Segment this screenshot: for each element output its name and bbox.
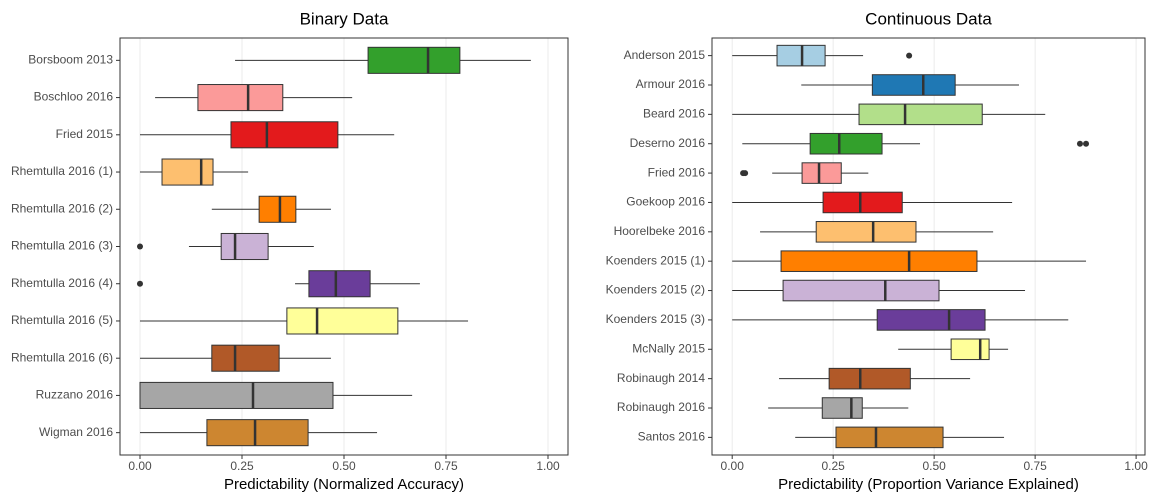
box (139, 381, 334, 409)
box (822, 191, 903, 214)
y-tick-label: Rhemtulla 2016 (4) (11, 276, 113, 290)
box (801, 162, 842, 184)
box (308, 270, 371, 298)
box (858, 103, 983, 126)
box (780, 250, 978, 272)
y-tick-label: Hoorelbeke 2016 (614, 224, 706, 238)
y-tick-label: Koenders 2015 (1) (606, 253, 705, 267)
outlier (136, 243, 143, 250)
x-tick-label: 0.75 (1023, 459, 1047, 473)
x-axis-label: Predictability (Proportion Variance Expl… (778, 476, 1079, 492)
x-tick-label: 1.00 (536, 459, 560, 473)
chart-title: Continuous Data (865, 9, 992, 28)
y-tick-label: Boschloo 2016 (34, 90, 114, 104)
box (197, 84, 284, 112)
y-tick-label: Rhemtulla 2016 (2) (11, 201, 113, 215)
y-tick-label: Armour 2016 (636, 77, 706, 91)
y-tick-label: Rhemtulla 2016 (1) (11, 164, 113, 178)
x-tick-label: 1.00 (1124, 459, 1148, 473)
y-tick-label: Koenders 2015 (3) (606, 312, 705, 326)
y-tick-label: Deserno 2016 (630, 136, 706, 150)
box (258, 195, 297, 223)
x-tick-label: 0.25 (230, 459, 254, 473)
y-tick-label: Fried 2016 (648, 165, 706, 179)
y-tick-label: Rhemtulla 2016 (5) (11, 313, 113, 327)
outlier (136, 280, 143, 287)
outlier (742, 170, 749, 177)
x-tick-label: 0.00 (128, 459, 152, 473)
y-tick-label: McNally 2015 (632, 341, 705, 355)
box (220, 232, 269, 261)
y-tick-label: Beard 2016 (643, 107, 705, 121)
y-tick-label: Rhemtulla 2016 (6) (11, 350, 113, 364)
box (815, 221, 917, 243)
y-tick-label: Robinaugh 2016 (617, 400, 705, 414)
y-tick-label: Rhemtulla 2016 (3) (11, 239, 113, 253)
y-tick-label: Wigman 2016 (39, 425, 113, 439)
box (230, 121, 339, 149)
y-tick-label: Robinaugh 2014 (617, 371, 705, 385)
box (809, 132, 883, 155)
box (876, 309, 986, 331)
box (367, 46, 461, 74)
box (871, 74, 956, 96)
box (286, 307, 399, 335)
x-tick-label: 0.50 (332, 459, 356, 473)
outlier (1083, 140, 1090, 147)
box (206, 419, 309, 447)
box (782, 279, 940, 302)
x-tick-label: 0.25 (821, 459, 845, 473)
outlier (906, 52, 913, 59)
x-axis-label: Predictability (Normalized Accuracy) (224, 476, 464, 492)
panel-border (119, 37, 569, 456)
y-tick-label: Fried 2015 (56, 127, 114, 141)
box (161, 158, 214, 186)
box (950, 338, 990, 361)
outlier (1076, 140, 1083, 147)
y-tick-label: Goekoop 2016 (626, 195, 705, 209)
box (821, 397, 863, 419)
box (828, 367, 911, 390)
box (211, 344, 280, 372)
panel-border (711, 37, 1146, 456)
chart-title: Binary Data (300, 9, 389, 28)
x-tick-label: 0.75 (434, 459, 458, 473)
y-tick-label: Koenders 2015 (2) (606, 283, 705, 297)
box (835, 426, 944, 449)
x-tick-label: 0.00 (721, 459, 745, 473)
panel-background (712, 38, 1145, 455)
x-tick-label: 0.50 (922, 459, 946, 473)
y-tick-label: Anderson 2015 (624, 48, 706, 62)
y-tick-label: Borsboom 2013 (28, 53, 113, 67)
y-tick-label: Santos 2016 (638, 430, 706, 444)
y-tick-label: Ruzzano 2016 (36, 388, 114, 402)
